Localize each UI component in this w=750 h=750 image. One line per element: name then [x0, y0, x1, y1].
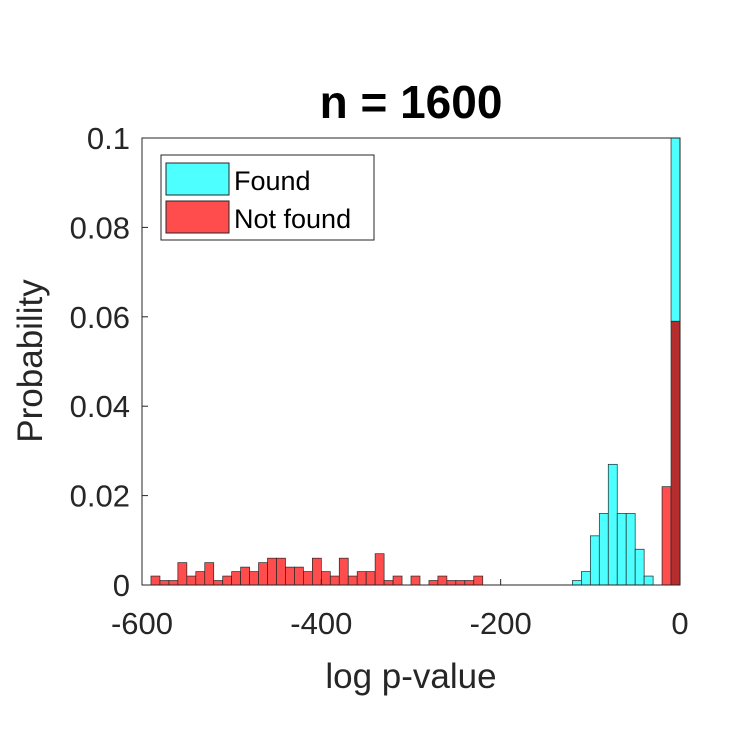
- y-tick-label-3: 0.06: [70, 300, 130, 335]
- bar-not-found-12: [258, 562, 268, 586]
- bar-not-found-6: [204, 562, 215, 586]
- bar-not-found-18: [312, 557, 322, 586]
- y-axis-label: Probability: [11, 279, 50, 443]
- bar-found-0: [572, 580, 582, 586]
- y-tick-label-0: 0: [113, 568, 130, 603]
- bar-not-found-0: [150, 575, 161, 586]
- y-tick-label-5: 0.1: [87, 121, 130, 156]
- bar-found-4: [607, 463, 618, 586]
- bar-not-found-20: [329, 575, 340, 586]
- bar-not-found-35: [661, 486, 672, 586]
- bar-not-found-16: [294, 566, 304, 586]
- legend-label-not-found: Not found: [234, 204, 351, 234]
- legend-swatch-not-found: [165, 200, 230, 234]
- bar-not-found-23: [356, 571, 367, 586]
- bar-not-found-33: [464, 580, 475, 586]
- bar-not-found-30: [437, 575, 448, 586]
- bar-found-2: [589, 535, 600, 586]
- bar-not-found-28: [410, 575, 421, 586]
- bar-not-found-32: [455, 580, 466, 586]
- y-tick-label-4: 0.08: [70, 210, 130, 245]
- bar-not-found-13: [267, 557, 277, 586]
- bar-found-8: [643, 575, 654, 586]
- bar-not-found-4: [186, 575, 197, 586]
- histogram-bars: [150, 137, 681, 586]
- bar-not-found-19: [320, 571, 331, 586]
- bar-not-found-34: [473, 575, 484, 586]
- bar-not-found-8: [222, 575, 233, 586]
- bar-not-found-21: [338, 557, 349, 586]
- legend-label-found: Found: [234, 166, 311, 196]
- bar-overlap-36: [670, 320, 681, 586]
- bar-not-found-1: [159, 580, 170, 586]
- bar-not-found-31: [446, 580, 457, 586]
- bar-found-3: [598, 513, 609, 586]
- bar-not-found-22: [347, 575, 358, 586]
- y-tick-label-1: 0.02: [70, 479, 130, 514]
- bar-not-found-24: [365, 571, 376, 586]
- legend-swatch-found: [165, 162, 230, 196]
- plot-area-frame: [141, 137, 681, 586]
- bar-not-found-15: [285, 566, 295, 586]
- x-tick-label-0: -600: [111, 606, 173, 641]
- bar-not-found-25: [374, 553, 385, 586]
- bar-not-found-14: [276, 557, 286, 586]
- x-tick-label-2: -200: [470, 606, 532, 641]
- bar-not-found-17: [303, 571, 313, 586]
- x-tick-label-3: 0: [671, 606, 688, 641]
- bar-not-found-29: [428, 580, 439, 586]
- y-tick-label-2: 0.04: [70, 389, 130, 424]
- bar-found-7: [634, 548, 645, 586]
- chart-title: n = 1600: [320, 76, 503, 128]
- bar-not-found-27: [392, 575, 403, 586]
- bar-not-found-10: [240, 566, 250, 586]
- legend: Found Not found: [160, 154, 375, 241]
- x-tick-label-1: -400: [290, 606, 352, 641]
- bar-found-9: [670, 137, 681, 322]
- bar-not-found-2: [168, 580, 179, 586]
- bar-not-found-5: [195, 571, 206, 586]
- bar-not-found-11: [249, 571, 259, 586]
- bar-not-found-7: [213, 580, 224, 586]
- bar-not-found-3: [177, 562, 188, 586]
- x-axis-label: log p-value: [325, 657, 496, 696]
- bar-found-1: [581, 571, 591, 586]
- y-axis-ticks: 0 0.02 0.04 0.06 0.08 0.1: [70, 121, 148, 603]
- x-axis-ticks: -600 -400 -200 0: [111, 579, 689, 641]
- bar-not-found-26: [383, 580, 394, 586]
- bar-found-6: [625, 513, 636, 586]
- bar-found-5: [616, 513, 627, 586]
- bar-not-found-9: [231, 571, 241, 586]
